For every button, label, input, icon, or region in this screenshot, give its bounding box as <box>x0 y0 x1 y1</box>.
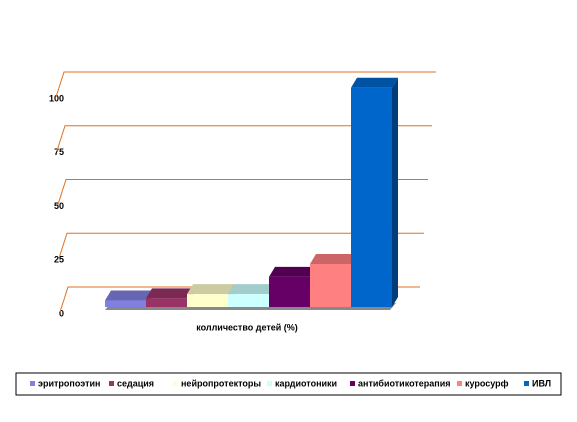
bar <box>228 294 269 307</box>
grid-line <box>58 232 424 259</box>
bar-top <box>228 284 275 295</box>
bar <box>269 276 310 307</box>
y-tick-label: 25 <box>54 255 64 265</box>
legend-label: седация <box>117 378 154 388</box>
legend-box <box>15 372 562 396</box>
grid-line <box>56 125 432 151</box>
legend-swatch <box>109 381 114 386</box>
legend-label: кардиотоники <box>275 378 337 388</box>
y-tick-label: 100 <box>49 93 64 103</box>
bar-top <box>146 288 193 299</box>
legend-swatch <box>524 381 529 386</box>
legend-label: нейропротекторы <box>181 378 261 388</box>
legend-label: куросурф <box>465 378 509 388</box>
x-axis-label: колличество детей (%) <box>196 322 298 332</box>
bar <box>187 294 228 307</box>
legend-swatch <box>350 381 355 386</box>
legend-swatch <box>173 381 178 386</box>
legend-label: эритропоэтин <box>38 378 100 388</box>
legend-swatch <box>30 381 35 386</box>
bar <box>351 87 392 307</box>
legend-swatch <box>457 381 462 386</box>
bar-top <box>105 290 152 301</box>
bar <box>146 298 187 307</box>
grid-line <box>57 179 428 205</box>
bar <box>105 300 146 307</box>
legend-swatch <box>267 381 272 386</box>
bar-side <box>392 77 398 307</box>
y-tick-label: 50 <box>54 201 64 211</box>
legend-label: антибиотикотерапия <box>358 378 450 388</box>
grid-line <box>55 71 436 98</box>
bar <box>310 264 351 307</box>
bar-top <box>187 284 234 295</box>
bar-top <box>351 77 398 88</box>
y-tick-label: 75 <box>54 147 64 157</box>
bar-top <box>269 266 316 277</box>
bar-top <box>310 254 357 264</box>
y-tick-label: 0 <box>59 308 64 318</box>
legend-label: ИВЛ <box>532 378 551 388</box>
